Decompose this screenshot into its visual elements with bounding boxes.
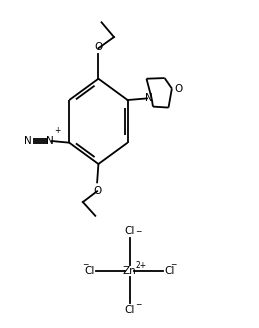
Text: Cl: Cl — [84, 266, 95, 276]
Text: O: O — [174, 84, 182, 93]
Text: Cl: Cl — [124, 226, 135, 236]
Text: Zn: Zn — [123, 266, 136, 276]
Text: −: − — [82, 260, 88, 269]
Text: 2+: 2+ — [135, 261, 146, 270]
Text: Cl: Cl — [164, 266, 175, 276]
Text: +: + — [54, 126, 61, 135]
Text: N: N — [46, 136, 54, 146]
Text: N: N — [24, 136, 32, 146]
Text: O: O — [94, 43, 103, 52]
Text: Cl: Cl — [124, 305, 135, 315]
Text: −: − — [170, 260, 177, 269]
Text: O: O — [93, 186, 101, 196]
Text: N: N — [145, 93, 153, 103]
Text: −: − — [135, 300, 142, 310]
Text: −: − — [135, 227, 142, 236]
